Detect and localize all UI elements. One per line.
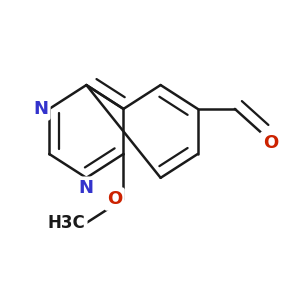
Text: O: O: [107, 190, 122, 208]
Text: N: N: [79, 179, 94, 197]
Text: N: N: [79, 179, 94, 197]
Text: O: O: [263, 134, 278, 152]
Text: O: O: [263, 134, 278, 152]
Text: N: N: [33, 100, 48, 118]
Text: H3C: H3C: [47, 214, 85, 232]
Text: O: O: [107, 190, 122, 208]
Text: H3C: H3C: [47, 214, 85, 232]
Text: N: N: [33, 100, 48, 118]
